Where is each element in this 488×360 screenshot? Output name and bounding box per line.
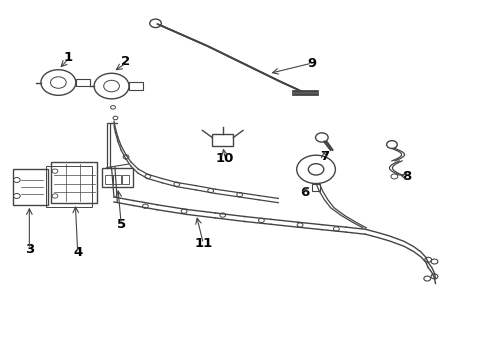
Text: 9: 9 xyxy=(307,57,316,69)
Text: 5: 5 xyxy=(117,218,125,231)
Bar xyxy=(46,166,92,207)
Bar xyxy=(13,169,48,205)
Text: 4: 4 xyxy=(73,246,82,259)
Text: 6: 6 xyxy=(300,186,309,199)
Text: 7: 7 xyxy=(319,150,328,163)
Bar xyxy=(212,134,233,145)
Bar xyxy=(76,79,89,86)
Bar xyxy=(311,184,320,192)
Text: 8: 8 xyxy=(401,170,410,183)
Text: 11: 11 xyxy=(194,237,212,250)
Bar xyxy=(102,168,133,187)
Text: 10: 10 xyxy=(216,152,234,165)
Bar xyxy=(51,162,97,203)
Bar xyxy=(105,175,113,184)
Text: 3: 3 xyxy=(25,243,34,256)
Bar xyxy=(129,82,142,90)
Bar xyxy=(113,175,121,184)
Text: 1: 1 xyxy=(63,51,72,64)
Bar xyxy=(122,175,129,184)
Text: 2: 2 xyxy=(121,55,130,68)
